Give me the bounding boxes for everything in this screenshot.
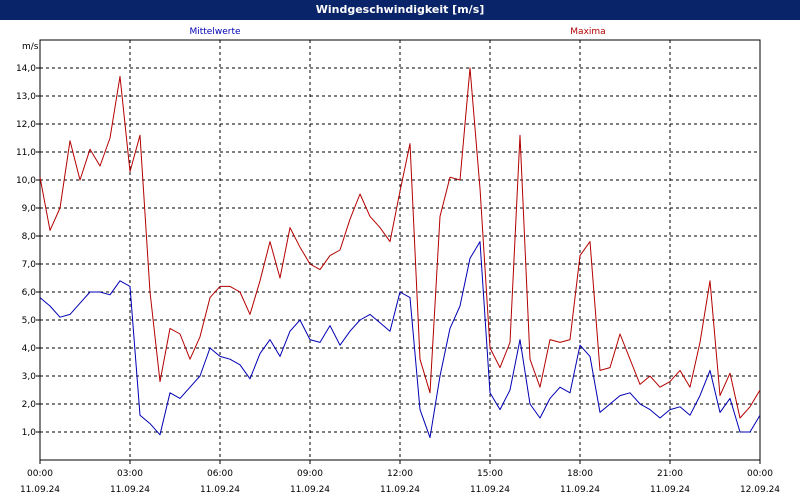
x-tick-date: 11.09.24 — [380, 485, 420, 495]
y-tick-label: 13,0 — [16, 92, 36, 102]
x-axis: 00:00 11.09.24 03:00 11.09.24 06:00 11.09.24 0… — [20, 460, 780, 495]
x-tick-date: 11.09.24 — [200, 485, 240, 495]
legend-maxima: Maxima — [570, 27, 605, 37]
x-tick-date: 11.09.24 — [650, 485, 690, 495]
window-title: Windgeschwindigkeit [m/s] — [0, 0, 800, 20]
x-tick-time: 15:00 — [477, 469, 503, 479]
y-axis: 1,0 2,0 3,0 4,0 5,0 6,0 7,0 8,0 9,0 10,0 11,0 12,0 1… — [16, 64, 40, 438]
x-tick-date: 11.09.24 — [290, 485, 330, 495]
y-tick-label: 1,0 — [22, 428, 37, 438]
series-line-mittelwerte — [39, 241, 761, 439]
series-line-maxima — [39, 67, 761, 419]
y-tick-label: 9,0 — [22, 204, 37, 214]
x-tick-date: 11.09.24 — [470, 485, 510, 495]
x-tick-time: 18:00 — [567, 469, 593, 479]
y-axis-label: m/s — [22, 42, 39, 52]
grid-lines — [40, 40, 760, 460]
y-tick-label: 6,0 — [22, 288, 37, 298]
y-tick-label: 2,0 — [22, 400, 37, 410]
x-tick-time: 09:00 — [297, 469, 323, 479]
y-tick-label: 11,0 — [16, 148, 36, 158]
series-layer — [39, 67, 761, 439]
y-tick-label: 7,0 — [22, 260, 37, 270]
x-tick-time: 03:00 — [117, 469, 143, 479]
y-tick-label: 10,0 — [16, 176, 36, 186]
x-tick-date: 11.09.24 — [110, 485, 150, 495]
x-tick-time: 12:00 — [387, 469, 413, 479]
x-tick-time: 21:00 — [657, 469, 683, 479]
y-tick-label: 14,0 — [16, 64, 36, 74]
wind-speed-chart: 1,0 2,0 3,0 4,0 5,0 6,0 7,0 8,0 9,0 10,0 11,0 12,0 1… — [16, 27, 780, 495]
x-tick-time: 00:00 — [27, 469, 53, 479]
y-tick-label: 4,0 — [22, 344, 37, 354]
legend-mittelwerte: Mittelwerte — [189, 27, 240, 37]
x-tick-date: 11.09.24 — [560, 485, 600, 495]
y-tick-label: 3,0 — [22, 372, 37, 382]
y-tick-label: 12,0 — [16, 120, 36, 130]
x-tick-date: 11.09.24 — [20, 485, 60, 495]
x-tick-time: 06:00 — [207, 469, 233, 479]
y-tick-label: 5,0 — [22, 316, 37, 326]
y-tick-label: 8,0 — [22, 232, 37, 242]
x-tick-date: 12.09.24 — [740, 485, 780, 495]
x-tick-time: 00:00 — [747, 469, 773, 479]
